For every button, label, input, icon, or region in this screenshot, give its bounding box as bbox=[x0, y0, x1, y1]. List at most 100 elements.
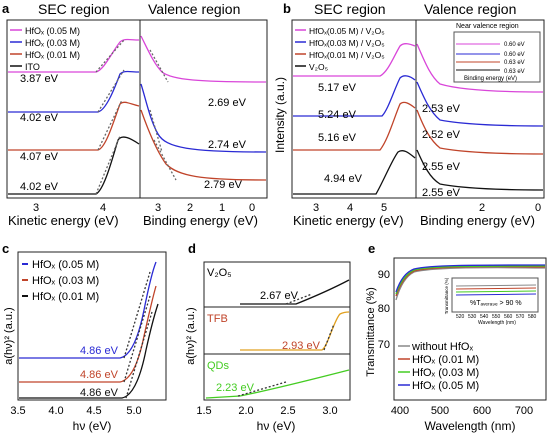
curve-b-sec-3 bbox=[293, 150, 416, 195]
layer-d-2: QDs bbox=[207, 360, 230, 372]
fit-d-1 bbox=[323, 323, 335, 351]
panel-d-label: d bbox=[188, 241, 196, 256]
layer-d-1: TFB bbox=[207, 313, 228, 325]
panel-c-label: c bbox=[2, 241, 9, 256]
xlabel-b-val: Binding energy (eV) bbox=[420, 213, 535, 228]
tick-e-x-2: 600 bbox=[473, 405, 491, 417]
legend-b-3: V₂O₅ bbox=[309, 62, 328, 72]
curve-b-val-2 bbox=[416, 109, 544, 155]
panel-a-val-curves bbox=[140, 35, 267, 181]
tick-b-sec-0: 3 bbox=[313, 202, 319, 214]
fit-a-sec-2 bbox=[97, 99, 123, 151]
fit-d-2 bbox=[237, 381, 287, 397]
value-b-val-0: 2.53 eV bbox=[422, 103, 461, 115]
inset-e-xlabel: Wavelength (nm) bbox=[478, 320, 516, 326]
tick-d-1: 2.0 bbox=[238, 405, 253, 417]
inset-e-line-3 bbox=[455, 293, 537, 296]
curve-a-val-1 bbox=[140, 83, 267, 153]
inset-e-note: %Tₐᵥₑᵣₐ₉ₑ > 90 % bbox=[470, 300, 522, 307]
fit-c-2 bbox=[125, 311, 153, 399]
value-d-0: 2.67 eV bbox=[260, 290, 299, 302]
tick-e-y-2: 90 bbox=[378, 269, 390, 281]
legend-c-1: HfOₓ (0.03 M) bbox=[32, 275, 99, 287]
curve-c-0 bbox=[19, 261, 157, 359]
value-a-val-2: 2.79 eV bbox=[204, 179, 243, 191]
curve-a-sec-3 bbox=[8, 136, 140, 195]
panel-b-legend: HfOₓ(0.05 M) / V₂O₅ HfOₓ(0.03 M) / V₂O₅ … bbox=[295, 26, 385, 72]
ylabel-e: Transmittance (%) bbox=[365, 287, 377, 376]
panel-a-label: a bbox=[2, 1, 10, 16]
curve-d-0 bbox=[240, 279, 350, 305]
tick-e-x-3: 700 bbox=[515, 405, 533, 417]
curve-a-sec-2 bbox=[8, 101, 140, 151]
inset-b-frame bbox=[453, 31, 541, 83]
ylabel-c: a(hν)² (a.u.) bbox=[3, 307, 15, 364]
tick-b-val-0: 2 bbox=[479, 202, 485, 214]
tick-c-2: 4.5 bbox=[86, 405, 101, 417]
panel-a-sec-title: SEC region bbox=[38, 1, 110, 17]
inset-b-value-0: 0.60 eV bbox=[504, 42, 525, 48]
panel-e-frame bbox=[393, 257, 547, 401]
panel-a-sec-curves bbox=[8, 38, 140, 195]
legend-e-3: HfOₓ (0.05 M) bbox=[412, 380, 479, 392]
value-a-sec-3: 4.02 eV bbox=[20, 181, 59, 193]
value-d-2: 2.23 eV bbox=[216, 382, 255, 394]
legend-c-2: HfOₓ (0.01 M) bbox=[32, 291, 99, 303]
fit-c-1 bbox=[123, 295, 151, 383]
legend-e-1: HfOₓ (0.01 M) bbox=[412, 354, 479, 366]
ylabel-b: Intensity (a.u.) bbox=[273, 77, 287, 153]
value-a-val-0: 2.69 eV bbox=[208, 97, 247, 109]
fit-c-0 bbox=[123, 271, 151, 359]
xlabel-e: Wavelength (nm) bbox=[425, 419, 516, 433]
tick-a-val-2: 1 bbox=[219, 202, 225, 214]
legend-b-1: HfOₓ(0.03 M) / V₂O₅ bbox=[309, 38, 385, 48]
legend-a-2: HfOₓ (0.01 M) bbox=[25, 50, 80, 60]
tick-e-y-1: 80 bbox=[378, 303, 390, 315]
legend-b-2: HfOₓ(0.01 M) / V₂O₅ bbox=[309, 50, 385, 60]
inset-e-ylabel: Transmittance (%) bbox=[444, 277, 449, 314]
curve-b-sec-2 bbox=[293, 101, 416, 151]
curve-b-val-3 bbox=[416, 149, 544, 191]
xlabel-a-sec: Kinetic energy (eV) bbox=[8, 213, 119, 228]
panel-a-legend: HfOₓ (0.05 M) HfOₓ (0.03 M) HfOₓ (0.01 M… bbox=[10, 26, 80, 72]
value-b-sec-3: 4.94 eV bbox=[324, 173, 363, 185]
curve-e-0 bbox=[395, 266, 546, 301]
tick-a-val-0: 3 bbox=[155, 202, 161, 214]
tick-a-sec-1: 4 bbox=[100, 202, 106, 214]
panel-c-curves bbox=[19, 261, 159, 399]
fit-a-val-0 bbox=[149, 49, 169, 83]
panel-e-label: e bbox=[368, 241, 375, 256]
fit-a-val-1 bbox=[149, 109, 163, 153]
inset-e-tick-6: 580 bbox=[528, 314, 537, 320]
curve-a-val-0 bbox=[140, 35, 267, 83]
inset-e-tick-4: 560 bbox=[504, 314, 513, 320]
tick-d-0: 1.5 bbox=[196, 405, 211, 417]
panel-d-curves bbox=[205, 279, 350, 399]
xlabel-b-sec: Kinetic energy (eV) bbox=[293, 213, 404, 228]
tick-d-2: 2.5 bbox=[280, 405, 295, 417]
value-a-sec-0: 3.87 eV bbox=[20, 73, 59, 85]
tick-b-val-1: 0 bbox=[535, 202, 541, 214]
panel-c-legend: HfOₓ (0.05 M) HfOₓ (0.03 M) HfOₓ (0.01 M… bbox=[22, 259, 99, 303]
inset-e-tick-1: 530 bbox=[468, 314, 477, 320]
tick-c-1: 4.0 bbox=[48, 405, 63, 417]
panel-e-legend: without HfOₓ HfOₓ (0.01 M) HfOₓ (0.03 M)… bbox=[398, 341, 479, 392]
xlabel-c: hν (eV) bbox=[73, 419, 112, 433]
panel-b-sec-curves bbox=[293, 43, 416, 195]
value-a-val-1: 2.74 eV bbox=[208, 139, 247, 151]
curve-b-val-1 bbox=[416, 81, 544, 127]
curve-c-2 bbox=[19, 303, 159, 399]
xlabel-a-val: Binding energy (eV) bbox=[143, 213, 258, 228]
inset-b-xlabel: Binding energy (eV) bbox=[464, 76, 517, 82]
legend-c-0: HfOₓ (0.05 M) bbox=[32, 259, 99, 271]
panel-b-val-curves bbox=[416, 43, 544, 191]
value-c-1: 4.86 eV bbox=[80, 369, 119, 381]
layer-d-0: V₂O₅ bbox=[207, 267, 232, 279]
inset-b-value-3: 0.63 eV bbox=[504, 69, 525, 75]
value-b-val-3: 2.55 eV bbox=[422, 187, 461, 199]
xlabel-d: hν (eV) bbox=[257, 419, 296, 433]
tick-a-val-3: 0 bbox=[249, 202, 255, 214]
value-b-sec-0: 5.17 eV bbox=[318, 82, 357, 94]
tick-d-3: 3.0 bbox=[322, 405, 337, 417]
